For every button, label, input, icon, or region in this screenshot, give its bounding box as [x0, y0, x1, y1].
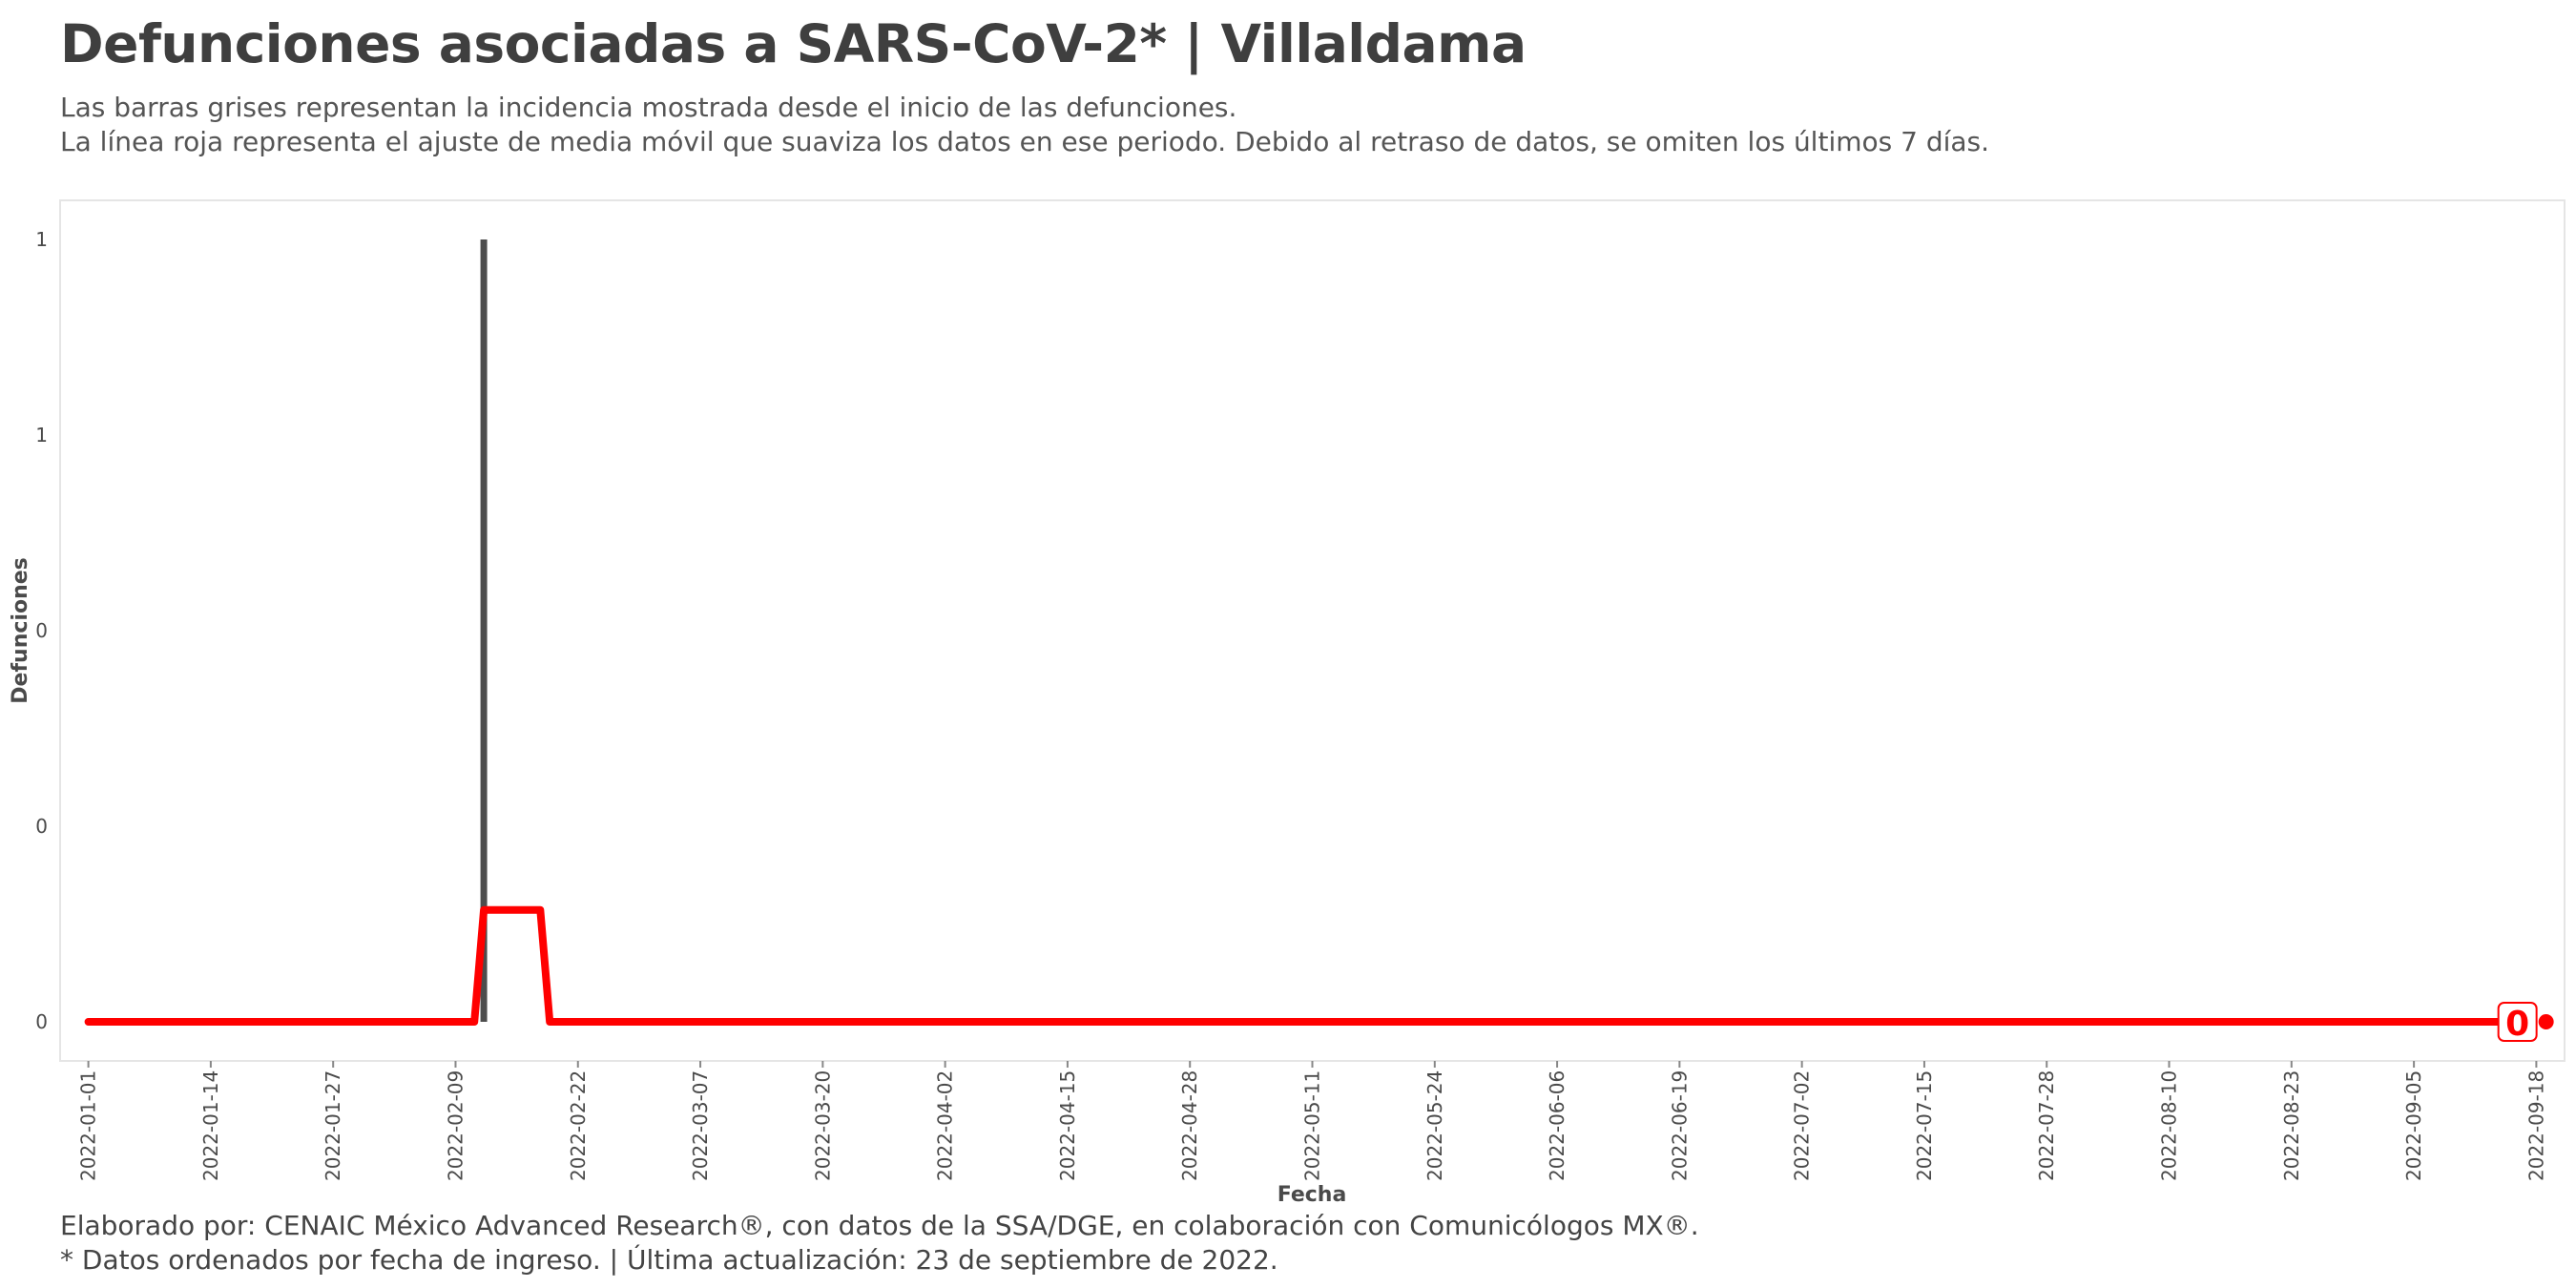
x-tick-label: 2022-08-10 — [2158, 1070, 2181, 1181]
caption-line-1: Elaborado por: CENAIC México Advanced Re… — [60, 1210, 1699, 1241]
x-tick-label: 2022-01-27 — [322, 1070, 344, 1181]
x-tick-label: 2022-04-15 — [1056, 1070, 1079, 1181]
x-tick-label: 2022-05-24 — [1423, 1070, 1446, 1181]
end-label-box — [2497, 1002, 2538, 1042]
x-tick-label: 2022-04-02 — [934, 1070, 957, 1181]
x-tick-label: 2022-03-20 — [811, 1070, 834, 1181]
caption-line-2: * Datos ordenados por fecha de ingreso. … — [60, 1244, 1278, 1276]
end-marker-layer: 0 — [2497, 1002, 2554, 1044]
x-tick-label: 2022-04-28 — [1178, 1070, 1201, 1181]
x-tick-label: 2022-06-19 — [1668, 1070, 1691, 1181]
x-tick-label: 2022-02-09 — [444, 1070, 467, 1181]
x-tick-label: 2022-05-11 — [1301, 1070, 1324, 1181]
y-axis-label: Defunciones — [9, 557, 32, 703]
x-tick-label: 2022-09-18 — [2524, 1070, 2547, 1181]
moving-average-line — [84, 905, 2522, 1026]
moving-average-layer — [84, 905, 2522, 1026]
y-tick-label: 1 — [35, 228, 48, 251]
x-tick-label: 2022-08-23 — [2280, 1070, 2303, 1181]
x-tick-label: 2022-07-02 — [1791, 1070, 1814, 1181]
y-axis-ticks: 0 0 0 1 1 — [35, 228, 48, 1033]
y-tick-label: 0 — [35, 1010, 48, 1033]
x-tick-label: 2022-01-14 — [199, 1070, 222, 1181]
chart-subtitle-line-2: La línea roja representa el ajuste de me… — [60, 126, 1990, 157]
y-tick-label: 0 — [35, 815, 48, 838]
x-tick-label: 2022-09-05 — [2402, 1070, 2425, 1181]
x-tick-label: 2022-07-15 — [1913, 1070, 1936, 1181]
chart-title: Defunciones asociadas a SARS-CoV-2* | Vi… — [60, 13, 1527, 74]
x-axis-label: Fecha — [1278, 1183, 1347, 1207]
x-tick-label: 2022-03-07 — [689, 1070, 712, 1181]
plot-panel — [59, 199, 2566, 1062]
x-tick-label: 2022-01-01 — [77, 1070, 100, 1181]
bars-layer — [480, 239, 488, 1022]
end-value-label: 0 — [2505, 1005, 2529, 1044]
y-tick-label: 0 — [35, 619, 48, 642]
x-axis-ticks: 2022-01-01 2022-01-14 2022-01-27 2022-02-09… — [77, 1061, 2547, 1181]
x-tick-label: 2022-07-28 — [2035, 1070, 2058, 1181]
x-tick-label: 2022-06-06 — [1546, 1070, 1568, 1181]
end-point-marker — [2538, 1014, 2554, 1029]
bar — [480, 239, 488, 1022]
chart-subtitle-line-1: Las barras grises representan la inciden… — [60, 92, 1237, 123]
x-tick-label: 2022-02-22 — [567, 1070, 590, 1181]
y-tick-label: 1 — [35, 424, 48, 447]
